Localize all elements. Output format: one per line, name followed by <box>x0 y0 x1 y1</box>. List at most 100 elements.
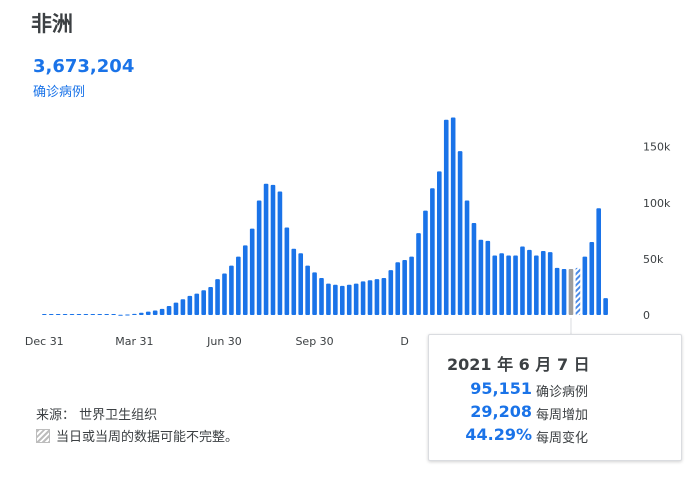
x-tick-label: Sep 30 <box>295 335 333 348</box>
chart-bar[interactable] <box>111 314 116 315</box>
chart-bar[interactable] <box>298 253 304 315</box>
chart-bar[interactable] <box>97 314 103 315</box>
chart-bar[interactable] <box>506 255 511 315</box>
chart-bar[interactable] <box>499 253 504 315</box>
chart-bar[interactable] <box>249 228 255 315</box>
chart-bar[interactable] <box>603 298 608 315</box>
y-tick-label: 150k <box>643 141 671 154</box>
tooltip-row-cases: 95,151 确诊病例 <box>429 379 683 401</box>
chart-bar[interactable] <box>242 245 248 315</box>
chart-bar[interactable] <box>222 273 227 315</box>
chart-bar[interactable] <box>589 242 595 315</box>
chart-bar[interactable] <box>346 284 352 315</box>
chart-bar[interactable] <box>284 227 290 315</box>
chart-bar[interactable] <box>409 256 414 315</box>
chart-bar[interactable] <box>69 314 75 315</box>
chart-bar[interactable] <box>464 200 470 315</box>
chart-bar[interactable] <box>125 314 130 316</box>
chart-bar[interactable] <box>450 117 456 316</box>
chart-bar[interactable] <box>540 251 546 315</box>
chart-bar[interactable] <box>159 308 165 315</box>
x-tick-label: Mar 31 <box>115 335 153 348</box>
tooltip-row-weekly-change: 44.29% 每周变化 <box>429 425 683 447</box>
chart-bar[interactable] <box>402 260 407 315</box>
y-tick-label: 0 <box>643 309 650 322</box>
tooltip-cases-label: 确诊病例 <box>536 385 589 400</box>
chart-bar[interactable] <box>118 314 123 316</box>
chart-bar[interactable] <box>104 314 109 315</box>
chart-bar[interactable] <box>534 255 539 315</box>
chart-bar[interactable] <box>90 314 96 315</box>
chart-bar[interactable] <box>208 286 213 315</box>
chart-bar[interactable] <box>166 306 172 315</box>
x-tick-label: D <box>400 335 408 348</box>
y-tick-label: 100k <box>643 197 671 210</box>
chart-bar[interactable] <box>513 255 518 315</box>
chart-bar[interactable] <box>416 233 421 315</box>
chart-bar[interactable] <box>83 314 89 315</box>
tooltip-weekly-change-label: 每周变化 <box>536 431 589 446</box>
chart-bar[interactable] <box>554 267 560 315</box>
chart-bar[interactable] <box>492 255 498 315</box>
chart-bar[interactable] <box>139 312 144 315</box>
chart-bar[interactable] <box>263 183 269 315</box>
chart-bar[interactable] <box>62 314 68 315</box>
source-text: 来源： 世界卫生组织 <box>36 408 158 423</box>
chart-tooltip: 2021 年 6 月 7 日 95,151 确诊病例 29,208 每周增加 4… <box>428 334 682 461</box>
chart-bar[interactable] <box>326 283 331 315</box>
chart-bar[interactable] <box>388 270 394 315</box>
chart-bar[interactable] <box>291 248 297 315</box>
chart-bar[interactable] <box>471 222 477 315</box>
chart-bar[interactable] <box>305 265 310 315</box>
chart-bar[interactable] <box>367 280 373 315</box>
chart-bar[interactable] <box>381 277 387 315</box>
chart-bar[interactable] <box>319 277 324 315</box>
chart-bar[interactable] <box>152 310 158 315</box>
chart-bar[interactable] <box>236 256 241 315</box>
chart-bar[interactable] <box>145 311 151 315</box>
chart-bar[interactable] <box>582 256 588 315</box>
chart-bar[interactable] <box>333 284 338 315</box>
chart-bar[interactable] <box>180 299 186 315</box>
chart-bar[interactable] <box>527 249 532 315</box>
chart-bar[interactable] <box>187 295 193 315</box>
hatch-legend-icon <box>36 428 50 443</box>
x-tick-label: Dec 31 <box>25 335 64 348</box>
bars-group <box>42 117 608 316</box>
chart-bar[interactable] <box>270 184 276 315</box>
chart-bar[interactable] <box>256 200 262 315</box>
chart-bar[interactable] <box>575 267 581 315</box>
chart-bar[interactable] <box>360 281 366 315</box>
chart-bar[interactable] <box>173 302 179 315</box>
chart-bar[interactable] <box>55 314 61 315</box>
chart-bar[interactable] <box>430 188 435 315</box>
chart-bar[interactable] <box>443 119 449 315</box>
chart-bar[interactable] <box>374 279 380 315</box>
tooltip-cases-value: 95,151 <box>470 379 532 398</box>
chart-bar[interactable] <box>42 314 47 315</box>
chart-bar[interactable] <box>353 283 359 315</box>
y-axis: 0 50k 100k 150k <box>643 141 671 322</box>
chart-bar[interactable] <box>437 171 442 315</box>
chart-bar[interactable] <box>201 290 206 315</box>
chart-bar[interactable] <box>547 252 553 315</box>
chart-bar[interactable] <box>596 208 601 315</box>
chart-bar[interactable] <box>478 239 484 315</box>
chart-bar[interactable] <box>277 191 283 315</box>
chart-bar[interactable] <box>561 268 567 315</box>
chart-bar[interactable] <box>194 293 200 315</box>
chart-bar[interactable] <box>215 279 220 315</box>
chart-bar[interactable] <box>48 314 54 315</box>
chart-bar[interactable] <box>339 285 345 315</box>
chart-bar[interactable] <box>76 314 82 315</box>
chart-bar[interactable] <box>132 313 137 315</box>
chart-bar[interactable] <box>312 272 317 315</box>
chart-bar[interactable] <box>568 268 574 315</box>
chart-bar[interactable] <box>520 246 525 315</box>
chart-bar[interactable] <box>485 240 491 315</box>
chart-bar[interactable] <box>395 262 401 315</box>
chart-bar[interactable] <box>457 151 463 315</box>
chart-bar[interactable] <box>423 210 428 315</box>
chart-bar[interactable] <box>229 265 234 315</box>
